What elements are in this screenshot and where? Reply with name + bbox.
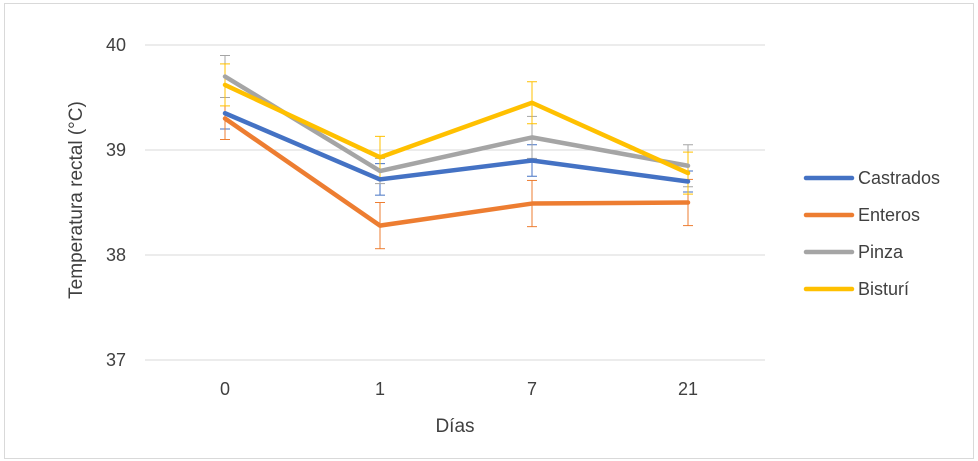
y-axis-title: Temperatura rectal (°C) [66,101,87,299]
gridlines [145,44,765,361]
legend-label: Bisturí [858,279,909,299]
y-tick-label: 40 [106,35,126,55]
x-tick-label: 1 [375,379,385,399]
y-tick-label: 37 [106,350,126,370]
x-axis-title: Días [435,416,474,437]
x-tick-label: 7 [527,379,537,399]
x-tick-labels: 0 1 7 21 [220,379,698,399]
legend: Castrados Enteros Pinza Bisturí [803,168,940,299]
y-tick-labels: 37 38 39 40 [106,35,126,370]
legend-label: Castrados [858,168,940,188]
y-tick-label: 39 [106,140,126,160]
series-lines [222,74,691,228]
x-tick-label: 0 [220,379,230,399]
series-line-bistur- [222,82,691,176]
legend-label: Pinza [858,242,904,262]
x-tick-label: 21 [678,379,698,399]
series-line-castrados [222,111,691,184]
series-line-pinza [222,74,691,174]
legend-label: Enteros [858,205,920,225]
y-tick-label: 38 [106,245,126,265]
series-line-enteros [222,116,691,228]
chart-area [4,3,974,459]
